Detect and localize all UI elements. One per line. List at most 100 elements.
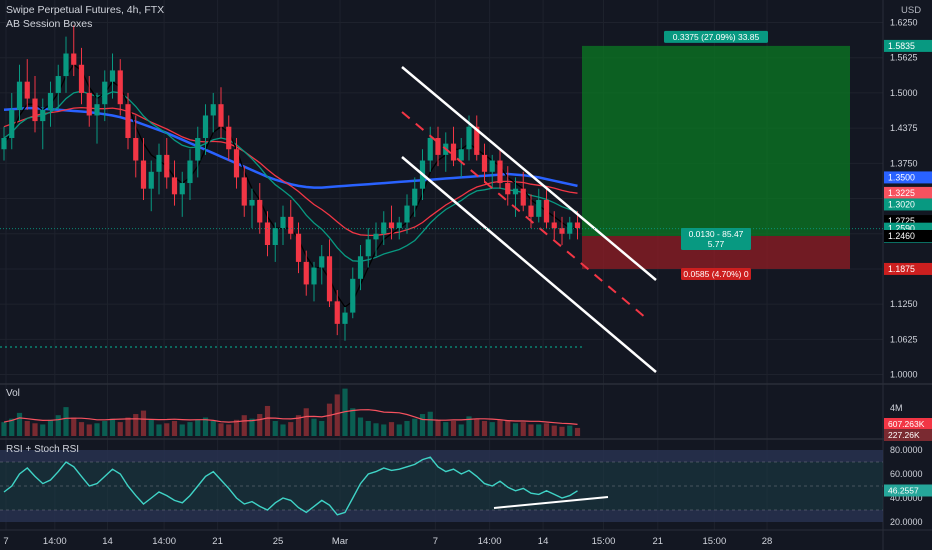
volume-bar [148, 419, 154, 436]
trend-drawings[interactable] [0, 66, 883, 373]
candle-body [373, 233, 379, 240]
time-tick-label: 15:00 [702, 536, 726, 547]
candle-body [140, 160, 147, 189]
volume-pane [1, 388, 581, 436]
candle-body [427, 137, 433, 161]
candle-body [117, 70, 123, 105]
candle-body [326, 256, 333, 302]
rsi-trend-line[interactable] [493, 496, 609, 509]
volume-ma-tag: 607.263K [884, 418, 932, 430]
volume-bar [412, 418, 418, 436]
rsi-label: RSI + Stoch RSI [6, 444, 79, 455]
entry-label-bg [681, 227, 751, 250]
volume-bar [559, 426, 565, 436]
price-label-text: 1.2590 [888, 224, 915, 234]
volume-bar [528, 424, 534, 436]
candle-body [24, 81, 30, 99]
candle-body [55, 76, 61, 93]
price-label-bg [884, 186, 932, 199]
volume-bar [195, 419, 201, 436]
candle-body [94, 104, 100, 116]
volume-label: Vol [6, 388, 20, 399]
candle-body [543, 199, 550, 223]
price-label-text: 1.3225 [888, 188, 915, 198]
price-label-bg [884, 198, 932, 211]
candle-body [257, 199, 263, 223]
volume-bar [47, 419, 54, 436]
volume-value-tag-text: 227.26K [888, 430, 920, 440]
time-tick-label: 7 [3, 536, 8, 547]
time-tick-label: 14:00 [478, 536, 502, 547]
volume-ma-tag-bg [884, 418, 932, 430]
candle-body [396, 222, 402, 229]
volume-bar [171, 420, 178, 436]
position-tool[interactable]: 0.3375 (27.09%) 33.85 0.0130 - 85.475.77 0… [582, 30, 850, 280]
price-tick-label: 1.3750 [890, 158, 918, 168]
target-label-text: 0.3375 (27.09%) 33.85 [673, 32, 760, 42]
volume-bar [24, 420, 30, 436]
channel-upper-line[interactable] [401, 66, 657, 281]
price-axis[interactable]: 1.62501.56251.50001.43751.37501.31251.25… [884, 18, 932, 527]
volume-bar [497, 419, 503, 436]
time-tick-label: 14 [538, 536, 549, 547]
volume-bar [102, 420, 108, 436]
candle-body [505, 183, 511, 195]
candle-body [280, 216, 286, 229]
price-tick-label: 1.5000 [890, 88, 918, 98]
volume-bar [288, 422, 294, 436]
candle-body [16, 81, 23, 110]
volume-bar [427, 411, 433, 436]
volume-bar [373, 423, 379, 436]
price-label-bg [884, 229, 932, 242]
volume-bar [404, 420, 410, 436]
entry-label-subtext: 5.77 [708, 239, 725, 249]
rsi-tick-label: 60.0000 [890, 469, 923, 479]
rsi-value-tag-bg [884, 484, 932, 497]
candle-body [350, 278, 356, 313]
volume-bar [536, 424, 542, 436]
chart-title: Swipe Perpetual Futures, 4h, FTX [6, 4, 164, 16]
volume-bar [32, 423, 38, 436]
target-zone[interactable] [582, 45, 850, 236]
volume-bar [458, 424, 464, 436]
candle-body [226, 126, 232, 150]
candle-body [272, 228, 278, 246]
candle-body [210, 104, 216, 116]
candle-body [179, 183, 185, 195]
candle-body [567, 222, 573, 234]
volume-bar [187, 422, 193, 436]
volume-bar [326, 403, 333, 436]
price-label-text: 1.2460 [888, 231, 915, 241]
candle-body [334, 301, 340, 324]
price-tick-label: 1.0625 [890, 334, 918, 344]
volume-bar [210, 420, 216, 436]
entry-label: 0.0130 - 85.475.77 [681, 227, 751, 250]
stop-label: 0.0585 (4.70%) 0 [681, 267, 751, 280]
candle-body [295, 233, 302, 262]
price-labels: 1.58351.35001.32251.30201.27251.259001:1… [884, 39, 932, 275]
rsi-line [3, 456, 578, 516]
price-label-tag: 1.5835 [884, 39, 932, 52]
price-label-text: 1.3020 [888, 199, 915, 209]
candle-body [466, 126, 472, 150]
volume-bar [86, 424, 92, 436]
volume-bar [350, 408, 356, 436]
volume-bar [435, 419, 441, 436]
volume-bar [466, 416, 472, 436]
volume-bar [567, 425, 573, 436]
candle-body [187, 160, 193, 184]
volume-bar [16, 412, 23, 436]
candle-body [125, 104, 131, 138]
volume-bar [1, 422, 7, 436]
candle-body [63, 53, 69, 77]
price-label-text: 1.3500 [888, 172, 915, 182]
candle-body [512, 188, 519, 195]
candle-body [40, 109, 46, 122]
channel-lower-line[interactable] [401, 156, 657, 373]
volume-bar [164, 423, 170, 436]
candle-body [450, 143, 457, 161]
rsi-tick-label: 80.0000 [890, 445, 923, 455]
time-axis[interactable]: 7 14:00 14 14:00 21 25 Mar 7 14:00 14 15:00 21 15:00… [3, 536, 772, 547]
volume-bar [125, 417, 131, 436]
